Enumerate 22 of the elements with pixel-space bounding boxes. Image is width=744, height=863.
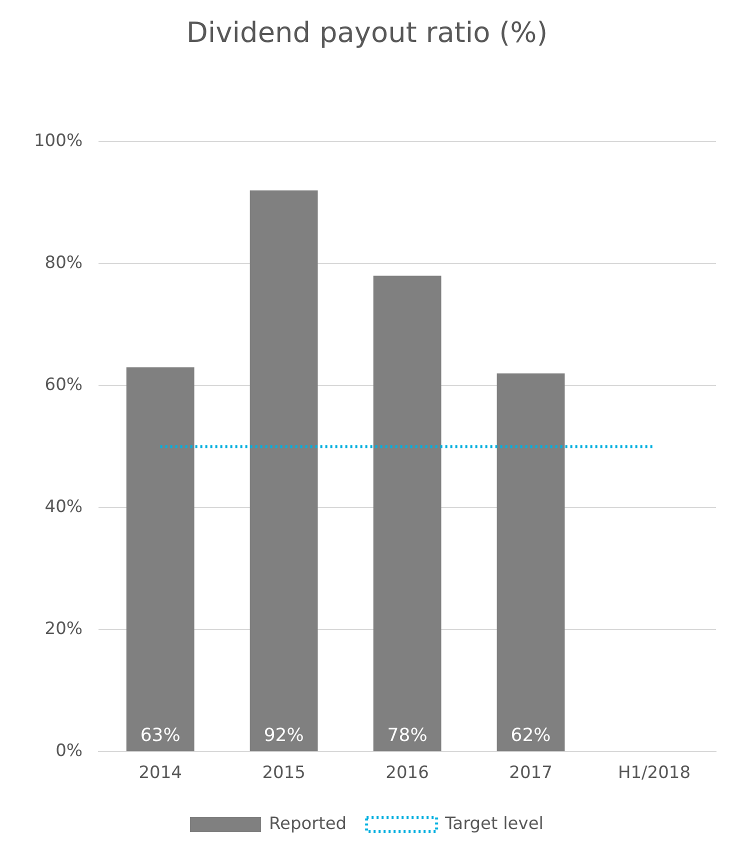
x-tick-label: H1/2018 bbox=[618, 763, 691, 784]
y-tick-label: 80% bbox=[44, 253, 83, 274]
data-label: 62% bbox=[510, 724, 551, 746]
data-label: 78% bbox=[387, 724, 428, 746]
data-label: 63% bbox=[140, 724, 180, 746]
bar bbox=[373, 276, 442, 752]
chart-title: Dividend payout ratio (%) bbox=[186, 16, 548, 50]
legend-label: Target level bbox=[444, 814, 544, 834]
x-tick-label: 2015 bbox=[262, 763, 306, 784]
y-tick-label: 100% bbox=[34, 131, 83, 152]
x-tick-label: 2017 bbox=[509, 763, 552, 784]
legend-label: Reported bbox=[268, 814, 347, 834]
x-tick-label: 2014 bbox=[138, 763, 182, 784]
y-tick-label: 20% bbox=[44, 619, 83, 640]
y-tick-label: 0% bbox=[56, 741, 83, 762]
y-tick-label: 40% bbox=[44, 497, 83, 518]
x-tick-label: 2016 bbox=[386, 763, 429, 784]
bar bbox=[126, 367, 194, 752]
bar bbox=[250, 190, 318, 752]
data-label: 92% bbox=[264, 724, 304, 746]
bar bbox=[496, 373, 565, 752]
y-tick-label: 60% bbox=[44, 375, 83, 396]
